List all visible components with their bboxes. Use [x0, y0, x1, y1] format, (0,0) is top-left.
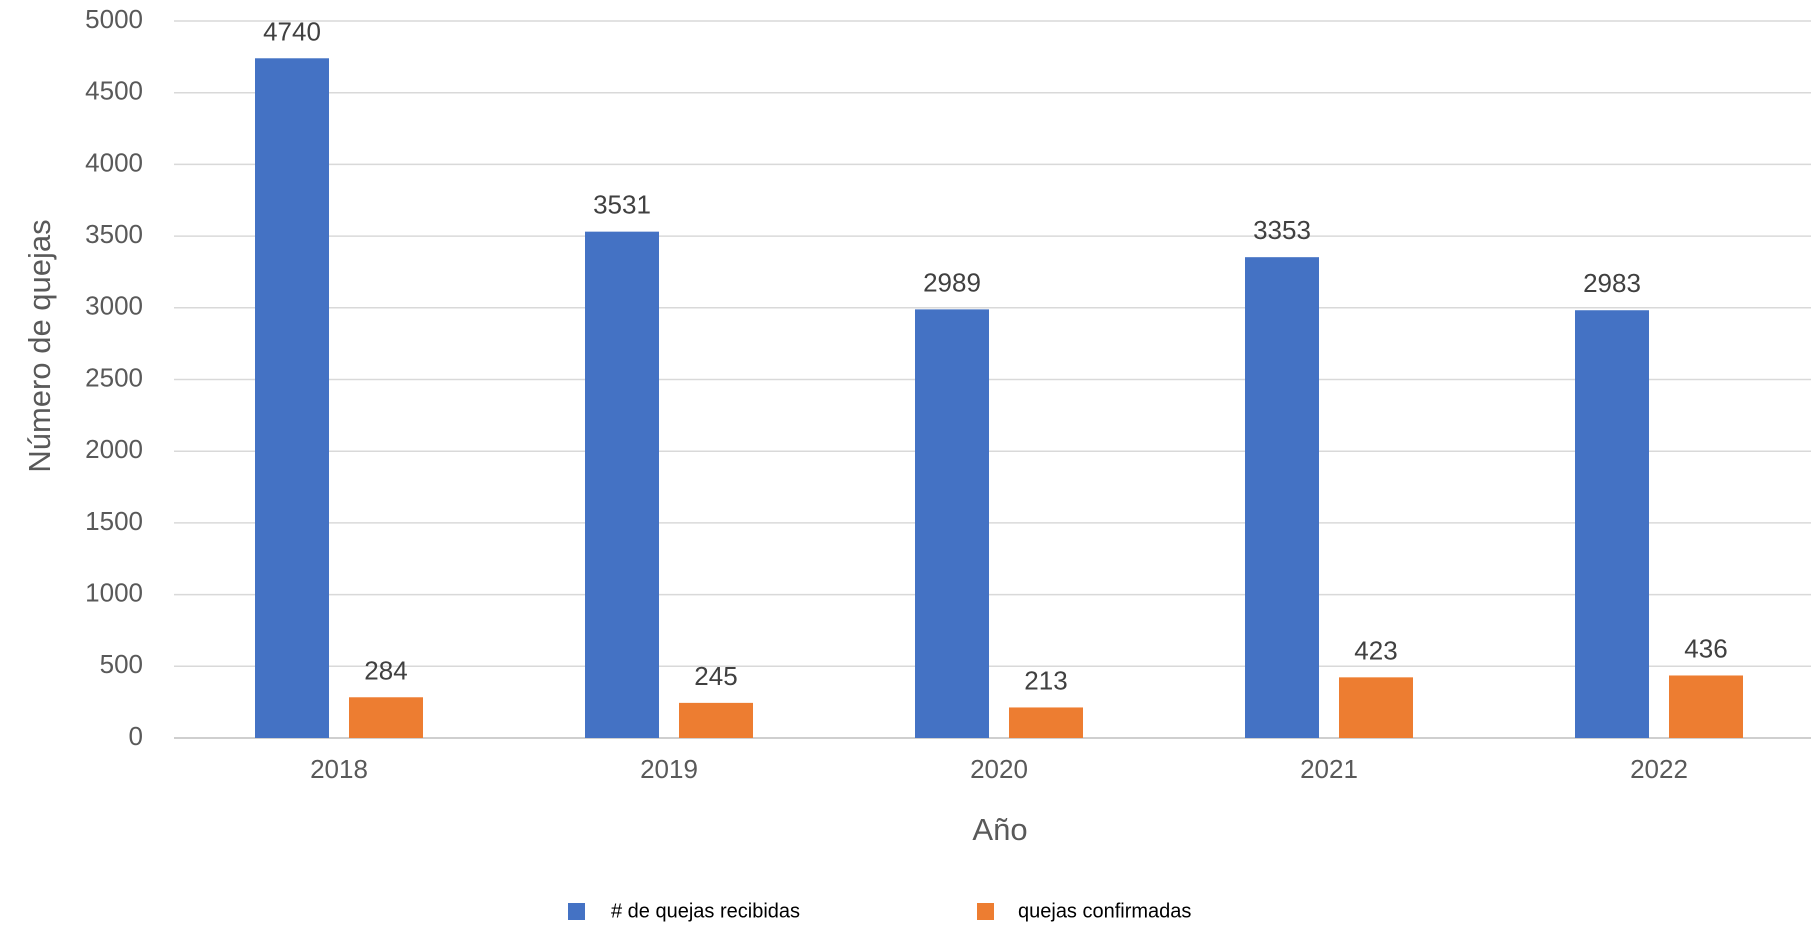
bar-recibidas: [915, 309, 989, 738]
bar-confirmadas: [679, 702, 753, 738]
legend-label: quejas confirmadas: [1018, 900, 1191, 922]
y-tick-label: 2000: [85, 434, 143, 464]
y-tick-label: 2500: [85, 362, 143, 392]
y-tick-label: 0: [129, 721, 143, 751]
data-label: 245: [694, 661, 737, 691]
y-tick-label: 3000: [85, 291, 143, 321]
data-label: 3531: [593, 190, 651, 220]
data-label: 2983: [1583, 268, 1641, 298]
legend: # de quejas recibidas quejas confirmadas: [568, 900, 1191, 922]
y-tick-label: 1000: [85, 577, 143, 607]
data-labels: 4740 284 3531 245 2989 213 3353 423 2983 436: [263, 16, 1728, 695]
x-tick-label: 2021: [1300, 754, 1358, 784]
data-label: 213: [1024, 665, 1067, 695]
bar-confirmadas: [349, 697, 423, 738]
x-tick-label: 2018: [310, 754, 368, 784]
x-tick-label: 2022: [1630, 754, 1688, 784]
data-label: 436: [1684, 633, 1727, 663]
x-tick-label: 2019: [640, 754, 698, 784]
bar-confirmadas: [1009, 707, 1083, 738]
y-tick-label: 500: [100, 649, 143, 679]
legend-swatch: [568, 903, 585, 920]
bar-confirmadas: [1669, 675, 1743, 738]
y-tick-label: 1500: [85, 506, 143, 536]
legend-label: # de quejas recibidas: [611, 900, 800, 922]
gridlines: [174, 20, 1811, 739]
x-tick-label: 2020: [970, 754, 1028, 784]
data-label: 423: [1354, 635, 1397, 665]
data-label: 284: [364, 655, 407, 685]
data-label: 2989: [923, 267, 981, 297]
bar-recibidas: [255, 58, 329, 739]
x-axis-title: Año: [972, 812, 1027, 847]
bars: [255, 58, 1743, 739]
bar-recibidas: [1245, 257, 1319, 738]
bar-recibidas: [585, 231, 659, 738]
y-axis-title: Número de quejas: [22, 219, 57, 472]
axes: Número de quejas Año 0 500 1000 1500 2000 250…: [22, 4, 1688, 847]
data-label: 3353: [1253, 215, 1311, 245]
bar-confirmadas: [1339, 677, 1413, 738]
y-tick-label: 4000: [85, 147, 143, 177]
legend-swatch: [977, 903, 994, 920]
y-tick-label: 5000: [85, 4, 143, 34]
y-tick-label: 3500: [85, 219, 143, 249]
y-tick-label: 4500: [85, 76, 143, 106]
data-label: 4740: [263, 16, 321, 46]
bar-recibidas: [1575, 310, 1649, 738]
